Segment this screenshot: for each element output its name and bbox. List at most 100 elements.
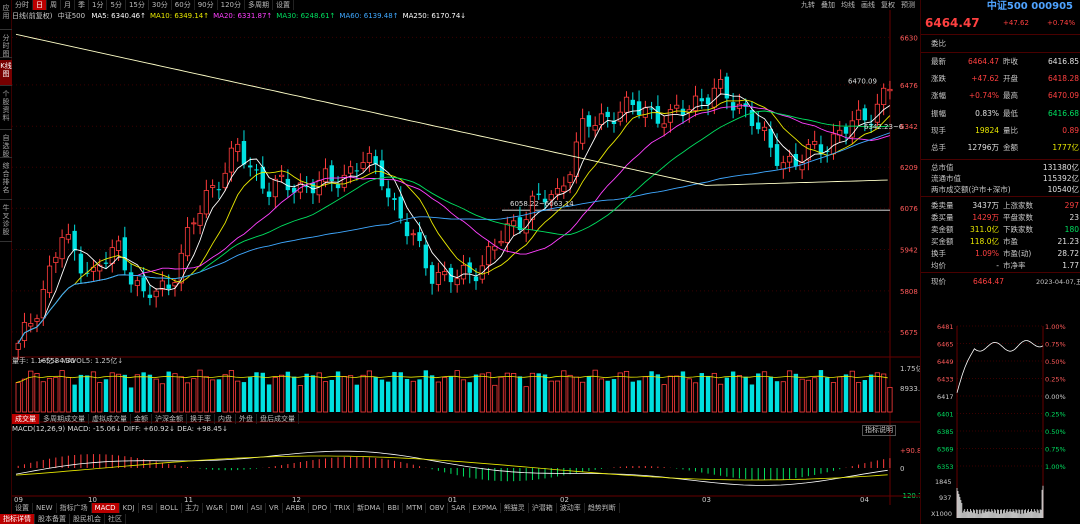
volume-bar bbox=[774, 381, 780, 412]
candle bbox=[868, 123, 874, 126]
candle bbox=[756, 122, 761, 130]
diff-line bbox=[15, 450, 888, 486]
volume-bar bbox=[172, 373, 178, 413]
volume-tab-8[interactable]: 盘后成交量 bbox=[257, 414, 299, 424]
indicator-tab-20[interactable]: EXPMA bbox=[470, 503, 501, 513]
left-tab-1[interactable]: 分时图 bbox=[0, 32, 12, 58]
period-tab-1[interactable]: 日 bbox=[33, 0, 47, 10]
volume-bar bbox=[316, 372, 322, 413]
period-tab-4[interactable]: 季 bbox=[75, 0, 89, 10]
candle bbox=[373, 156, 378, 165]
date-axis-label: 01 bbox=[448, 496, 457, 504]
volume-tab-2[interactable]: 虚拟成交量 bbox=[89, 414, 131, 424]
candle bbox=[473, 276, 479, 282]
tool-button-5[interactable]: 预测 bbox=[901, 1, 915, 9]
kline-chart[interactable]: 6470.09←5584.306058.22~6063.146342.23~6 … bbox=[12, 10, 920, 524]
candle bbox=[611, 120, 617, 125]
left-tab-2[interactable]: K线图 bbox=[0, 60, 12, 86]
period-tab-2[interactable]: 周 bbox=[47, 0, 61, 10]
indicator-tab-17[interactable]: MTM bbox=[403, 503, 427, 513]
volume-tab-3[interactable]: 金额 bbox=[131, 414, 152, 424]
volume-bar bbox=[586, 376, 592, 412]
indicator-tab-19[interactable]: SAR bbox=[448, 503, 470, 513]
ma5-line bbox=[17, 93, 891, 344]
candle bbox=[467, 262, 472, 273]
indicator-tab-14[interactable]: TRIX bbox=[331, 503, 355, 513]
volume-tab-4[interactable]: 沪深金额 bbox=[152, 414, 187, 424]
indicator-help-button[interactable]: 指标说明 bbox=[862, 425, 896, 436]
indicator-tab-8[interactable]: W&R bbox=[203, 503, 228, 513]
indicator-tab-9[interactable]: DMI bbox=[227, 503, 248, 513]
period-tab-0[interactable]: 分时 bbox=[12, 0, 33, 10]
period-tab-12[interactable]: 多周期 bbox=[245, 0, 273, 10]
volume-bar bbox=[642, 376, 648, 413]
indicator-tab-24[interactable]: 趋势判断 bbox=[585, 503, 620, 513]
left-tab-0[interactable]: 应用 bbox=[0, 2, 12, 30]
tool-button-1[interactable]: 叠加 bbox=[821, 1, 835, 9]
indicator-tab-13[interactable]: DPO bbox=[309, 503, 332, 513]
left-tab-3[interactable]: 个股资料 bbox=[0, 88, 12, 130]
volume-tab-7[interactable]: 外盘 bbox=[236, 414, 257, 424]
period-tab-6[interactable]: 5分 bbox=[107, 0, 126, 10]
candle bbox=[730, 102, 736, 111]
tool-button-2[interactable]: 均线 bbox=[841, 1, 855, 9]
indicator-tab-23[interactable]: 波动率 bbox=[557, 503, 585, 513]
period-tab-10[interactable]: 90分 bbox=[195, 0, 218, 10]
bottom-tab-3[interactable]: 社区 bbox=[105, 514, 126, 524]
tool-button-3[interactable]: 画线 bbox=[861, 1, 875, 9]
indicator-tab-4[interactable]: KDJ bbox=[120, 503, 139, 513]
intraday-mini-chart[interactable]: 6481 1.00% 6465 0.75% 6449 0.50% 6433 0.25% 6417… bbox=[921, 322, 1080, 524]
indicator-tab-22[interactable]: 沪潜箱 bbox=[529, 503, 557, 513]
indicator-tab-6[interactable]: BOLL bbox=[157, 503, 182, 513]
volume-tab-1[interactable]: 多周期成交量 bbox=[40, 414, 89, 424]
period-tab-9[interactable]: 60分 bbox=[172, 0, 195, 10]
indicator-tab-1[interactable]: NEW bbox=[33, 503, 57, 513]
candle bbox=[855, 109, 862, 121]
indicator-tab-5[interactable]: RSI bbox=[139, 503, 157, 513]
indicator-tab-18[interactable]: OBV bbox=[426, 503, 449, 513]
volume-bar bbox=[423, 370, 429, 412]
left-tab-4[interactable]: 自选股 bbox=[0, 132, 12, 158]
volume-bar bbox=[341, 376, 347, 413]
period-tab-11[interactable]: 120分 bbox=[218, 0, 245, 10]
candle bbox=[366, 152, 372, 163]
indicator-tab-11[interactable]: VR bbox=[266, 503, 283, 513]
candle bbox=[266, 191, 272, 197]
period-tab-13[interactable]: 设置 bbox=[273, 0, 294, 10]
ma-legend-item-4: MA60: 6139.48↑ bbox=[339, 12, 399, 20]
bottom-tab-0[interactable]: 指标详情 bbox=[0, 514, 35, 524]
volume-bar bbox=[680, 371, 686, 412]
volume-bar bbox=[159, 383, 166, 413]
left-tab-5[interactable]: 综合排名 bbox=[0, 160, 12, 200]
indicator-tab-10[interactable]: ASI bbox=[248, 503, 267, 513]
indicator-tab-7[interactable]: 主力 bbox=[182, 503, 203, 513]
volume-tab-5[interactable]: 换手率 bbox=[187, 414, 215, 424]
indicator-tab-2[interactable]: 指标广场 bbox=[57, 503, 92, 513]
indicator-tab-12[interactable]: ARBR bbox=[283, 503, 310, 513]
bottom-tab-2[interactable]: 股民机会 bbox=[70, 514, 105, 524]
tool-button-4[interactable]: 复权 bbox=[881, 1, 895, 9]
indicator-tab-21[interactable]: 熊猫灵 bbox=[501, 503, 529, 513]
indicator-tab-3[interactable]: MACD bbox=[91, 503, 120, 513]
period-tab-5[interactable]: 1分 bbox=[89, 0, 108, 10]
mini-axis-right-label: 0.75% bbox=[1045, 341, 1066, 349]
candle bbox=[655, 106, 661, 124]
tool-button-0[interactable]: 九转 bbox=[801, 1, 815, 9]
ma-legend-item-1: MA10: 6349.14↑ bbox=[150, 12, 210, 20]
candle bbox=[28, 323, 34, 327]
period-tab-3[interactable]: 月 bbox=[61, 0, 75, 10]
candle bbox=[511, 220, 517, 227]
period-tab-8[interactable]: 30分 bbox=[149, 0, 172, 10]
candle bbox=[586, 115, 592, 127]
period-tab-7[interactable]: 15分 bbox=[126, 0, 149, 10]
indicator-tab-16[interactable]: BBI bbox=[384, 503, 404, 513]
left-tab-6[interactable]: 牛叉诊股 bbox=[0, 202, 12, 242]
volume-tab-0[interactable]: 成交量 bbox=[12, 414, 40, 424]
indicator-tab-15[interactable]: 新DMA bbox=[354, 503, 385, 513]
volume-bar bbox=[122, 374, 128, 412]
volume-bar bbox=[761, 371, 768, 413]
bottom-tab-1[interactable]: 股本备置 bbox=[35, 514, 70, 524]
indicator-tabs: 设置 NEW 指标广场 MACD KDJ RSI BOLL 主力 W&R DMI ASI VR ARBR… bbox=[12, 503, 620, 513]
volume-tab-6[interactable]: 内盘 bbox=[215, 414, 236, 424]
indicator-tab-0[interactable]: 设置 bbox=[12, 503, 33, 513]
